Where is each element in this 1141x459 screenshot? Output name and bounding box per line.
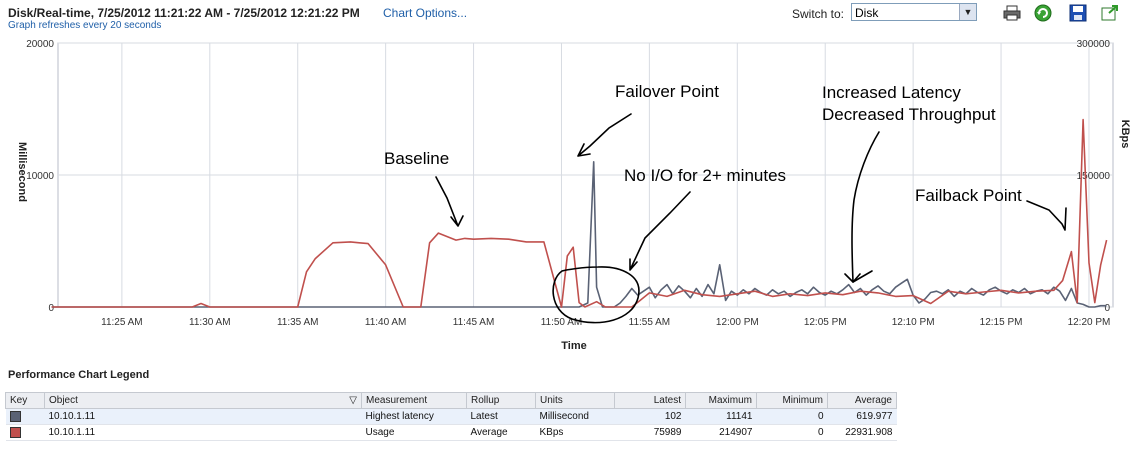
col-key[interactable]: Key [5, 392, 45, 409]
x-tick-label: 11:30 AM [189, 317, 231, 328]
switch-to-label: Switch to: [792, 7, 845, 21]
col-units[interactable]: Units [535, 392, 615, 409]
switch-to-select[interactable]: Disk ▼ [851, 3, 977, 21]
minimum-cell: 0 [756, 408, 828, 425]
maximum-cell: 11141 [685, 408, 757, 425]
x-tick-label: 11:55 AM [629, 317, 671, 328]
series-line-usage [51, 118, 1108, 308]
refresh-note: Graph refreshes every 20 seconds [8, 20, 162, 31]
y-tick-label: 10000 [26, 171, 54, 182]
performance-chart: 0 10000 20000 0 150000 300000 11:25 AM 11:30 AM… [16, 39, 1131, 352]
popout-icon[interactable] [1101, 4, 1119, 22]
chart-title: Disk/Real-time, 7/25/2012 11:21:22 AM - … [8, 6, 360, 20]
annotation-failback-point: Failback Point [915, 186, 1022, 205]
latest-cell: 102 [614, 408, 686, 425]
average-cell: 619.977 [827, 408, 897, 425]
maximum-cell: 214907 [685, 424, 757, 441]
series-key-swatch [9, 410, 21, 422]
refresh-icon[interactable] [1034, 4, 1052, 22]
object-cell: 10.10.1.11 [44, 424, 362, 441]
y2-tick-label: 300000 [1077, 39, 1111, 50]
print-icon[interactable] [1003, 4, 1021, 22]
x-tick-label: 11:50 AM [541, 317, 583, 328]
y-tick-label: 20000 [26, 39, 54, 50]
units-cell: KBps [535, 424, 615, 441]
annotation-failover-point: Failover Point [615, 82, 719, 101]
rollup-cell: Average [466, 424, 536, 441]
measurement-cell: Highest latency [361, 408, 467, 425]
x-tick-label: 11:40 AM [365, 317, 407, 328]
measurement-cell: Usage [361, 424, 467, 441]
arrow-latency-tick [852, 270, 873, 283]
y2-tick-label: 0 [1104, 303, 1110, 314]
arrow-baseline [435, 176, 464, 227]
x-tick-label: 12:00 PM [716, 317, 759, 328]
y-tick-label: 0 [48, 303, 54, 314]
arrow-failback [1026, 200, 1067, 231]
table-row[interactable]: 10.10.1.11 Highest latency Latest Millis… [5, 408, 897, 425]
table-row[interactable]: 10.10.1.11 Usage Average KBps 75989 2149… [5, 424, 897, 441]
arrow-no-io [629, 191, 691, 271]
x-axis-label: Time [561, 340, 586, 352]
col-object[interactable]: Object ▽ [44, 392, 362, 409]
circle-no-io [552, 266, 640, 324]
legend-table: Key Object ▽ Measurement Rollup Units Lat… [5, 392, 897, 441]
save-icon[interactable] [1069, 4, 1087, 22]
x-tick-label: 11:25 AM [101, 317, 143, 328]
switch-to-value: Disk [855, 6, 879, 20]
col-rollup[interactable]: Rollup [466, 392, 536, 409]
y-axis-label: Millisecond [16, 142, 28, 202]
chevron-down-icon[interactable]: ▼ [959, 4, 976, 20]
sort-down-icon[interactable]: ▽ [349, 395, 357, 406]
col-measurement[interactable]: Measurement [361, 392, 467, 409]
annotation-no-io: No I/O for 2+ minutes [624, 166, 786, 185]
annotation-baseline: Baseline [384, 149, 449, 168]
object-cell: 10.10.1.11 [44, 408, 362, 425]
minimum-cell: 0 [756, 424, 828, 441]
rollup-cell: Latest [466, 408, 536, 425]
average-cell: 22931.908 [827, 424, 897, 441]
col-maximum[interactable]: Maximum [685, 392, 757, 409]
chart-options-link[interactable]: Chart Options... [383, 6, 468, 20]
col-average[interactable]: Average [827, 392, 897, 409]
col-latest[interactable]: Latest [614, 392, 686, 409]
annotation-increased-latency: Increased Latency [822, 83, 961, 102]
series-key-swatch [9, 426, 21, 438]
units-cell: Millisecond [535, 408, 615, 425]
y2-tick-label: 150000 [1077, 171, 1111, 182]
legend-title: Performance Chart Legend [8, 369, 150, 381]
latest-cell: 75989 [614, 424, 686, 441]
annotation-decreased-throughput: Decreased Throughput [822, 105, 996, 124]
x-tick-label: 11:35 AM [277, 317, 319, 328]
x-tick-label: 12:10 PM [892, 317, 935, 328]
x-tick-label: 12:20 PM [1068, 317, 1111, 328]
col-minimum[interactable]: Minimum [756, 392, 828, 409]
legend-header-row: Key Object ▽ Measurement Rollup Units Lat… [5, 392, 897, 409]
x-tick-label: 12:15 PM [980, 317, 1023, 328]
arrow-failover [577, 113, 632, 157]
y2-axis-label: KBps [1119, 120, 1131, 149]
col-object-label: Object [49, 395, 78, 406]
x-tick-label: 12:05 PM [804, 317, 847, 328]
x-tick-label: 11:45 AM [453, 317, 495, 328]
